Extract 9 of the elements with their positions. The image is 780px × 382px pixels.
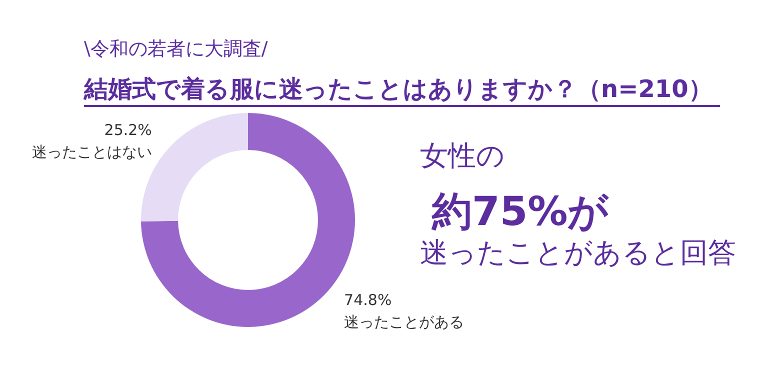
data-label: 74.8%	[344, 290, 392, 309]
slice-label: 迷ったことはない	[32, 143, 152, 162]
chart-title: 結婚式で着る服に迷ったことはありますか？（n=210）	[83, 75, 712, 103]
chart-subtitle: \令和の若者に大調査/	[84, 38, 268, 60]
text: 迷ったことがあると回答	[420, 236, 736, 269]
data-label: 25.2%	[104, 121, 152, 140]
text: 女性の	[420, 139, 505, 172]
text: 約75%が	[431, 189, 610, 235]
slice-label: 迷ったことがある	[344, 312, 464, 331]
